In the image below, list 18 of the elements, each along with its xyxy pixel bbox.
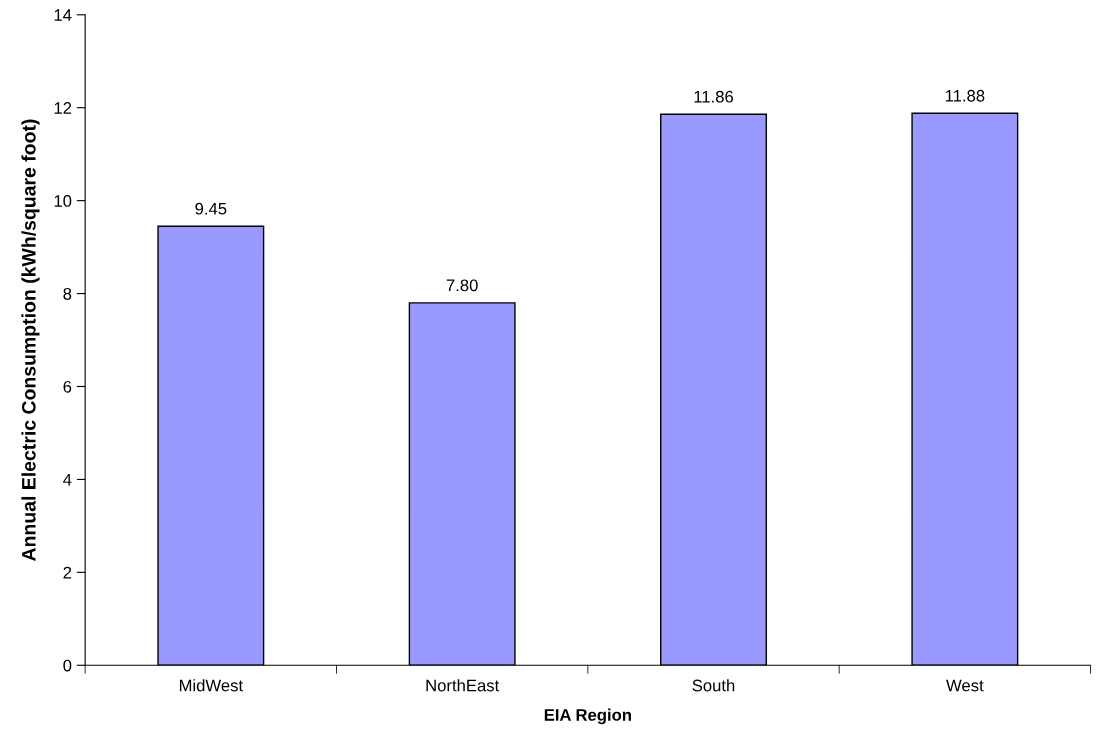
y-tick-label: 6: [63, 380, 72, 393]
y-tick-label: 4: [63, 473, 72, 486]
y-tick-label: 14: [54, 9, 72, 21]
y-tick-label: 8: [63, 287, 72, 300]
x-tick-label: MidWest: [179, 679, 243, 692]
y-axis-title: Annual Electric Consumption (kWh/square foot): [21, 119, 40, 561]
x-tick-label: West: [946, 679, 984, 692]
y-tick-label: 0: [63, 659, 72, 672]
data-label: 11.86: [694, 90, 734, 103]
x-tick-label: NorthEast: [426, 679, 500, 692]
data-label: 9.45: [195, 202, 227, 215]
x-axis-title: EIA Region: [544, 708, 631, 725]
y-tick-label: 12: [54, 102, 72, 114]
data-label: 11.88: [945, 89, 985, 102]
x-tick-label: South: [692, 679, 735, 692]
y-tick-label: 2: [63, 566, 72, 579]
y-tick-label: 10: [54, 195, 72, 207]
data-label: 7.80: [446, 279, 478, 292]
